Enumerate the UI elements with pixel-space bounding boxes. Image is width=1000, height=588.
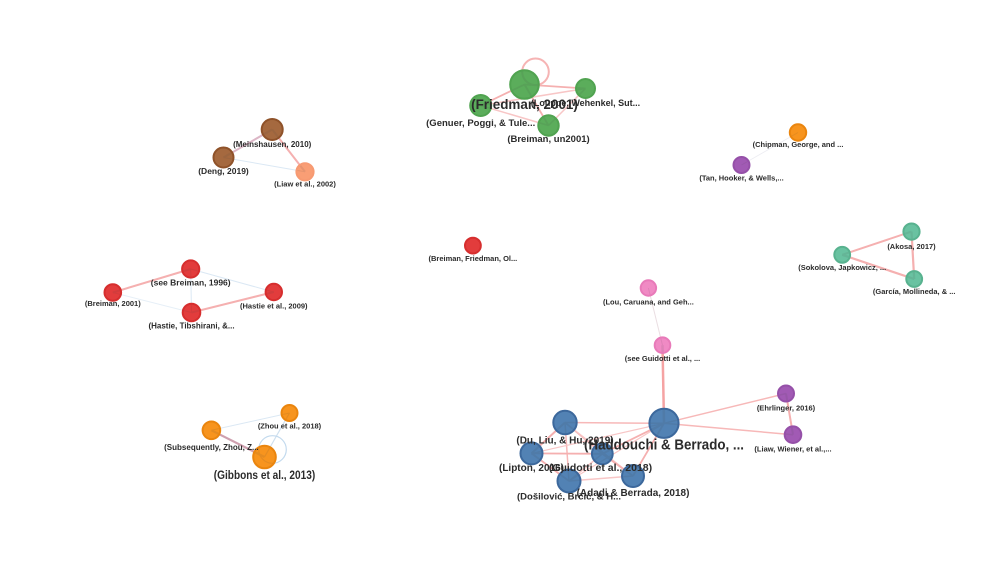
svg-text:(Zhou et al., 2018): (Zhou et al., 2018)	[258, 421, 322, 430]
svg-text:(Lipton, 2016): (Lipton, 2016)	[499, 463, 564, 474]
svg-text:(Adadi & Berrada, 2018): (Adadi & Berrada, 2018)	[577, 488, 690, 499]
svg-text:(Subsequently, Zhou, Z...: (Subsequently, Zhou, Z...	[164, 443, 259, 452]
svg-text:(Tan, Hooker, & Wells,...: (Tan, Hooker, & Wells,...	[699, 173, 783, 182]
svg-text:(Došilović, Brčić, & H...: (Došilović, Brčić, & H...	[517, 492, 621, 503]
svg-text:(Friedman, 2001): (Friedman, 2001)	[471, 97, 578, 113]
svg-text:(Liaw et al., 2002): (Liaw et al., 2002)	[274, 180, 336, 189]
svg-text:(Sokolova, Japkowicz, ...: (Sokolova, Japkowicz, ...	[798, 263, 886, 272]
svg-text:(see Guidotti et al., ...: (see Guidotti et al., ...	[625, 354, 700, 363]
svg-text:(García, Mollineda, & ...: (García, Mollineda, & ...	[873, 287, 956, 296]
svg-text:(Breiman, un2001): (Breiman, un2001)	[507, 134, 589, 145]
svg-text:(Hastie, Tibshirani, &...: (Hastie, Tibshirani, &...	[148, 322, 234, 331]
svg-text:(Genuer, Poggi, & Tule...: (Genuer, Poggi, & Tule...	[426, 118, 535, 129]
svg-text:(Ehrlinger, 2016): (Ehrlinger, 2016)	[757, 404, 816, 413]
svg-text:(Haddouchi & Berrado, ...: (Haddouchi & Berrado, ...	[584, 436, 744, 453]
svg-text:(Chipman, George, and ...: (Chipman, George, and ...	[753, 140, 844, 149]
svg-text:(Louppe, Wehenkel, Sut...: (Louppe, Wehenkel, Sut...	[531, 98, 640, 108]
svg-text:(Guidotti et al., 2018): (Guidotti et al., 2018)	[549, 462, 652, 474]
svg-text:(Du, Liu, & Hu, 2019): (Du, Liu, & Hu, 2019)	[516, 436, 613, 447]
svg-text:(Breiman, Friedman, Ol...: (Breiman, Friedman, Ol...	[429, 254, 518, 263]
svg-text:(Meinshausen, 2010): (Meinshausen, 2010)	[233, 140, 312, 149]
svg-text:(Lou, Caruana, and Geh...: (Lou, Caruana, and Geh...	[603, 297, 694, 306]
svg-text:(Breiman, 2001): (Breiman, 2001)	[85, 299, 141, 308]
svg-text:(Hastie et al., 2009): (Hastie et al., 2009)	[240, 301, 308, 310]
svg-text:(Liaw, Wiener, et al.,...: (Liaw, Wiener, et al.,...	[754, 445, 831, 454]
svg-text:(Gibbons et al., 2013): (Gibbons et al., 2013)	[214, 470, 316, 482]
svg-text:(Deng, 2019): (Deng, 2019)	[198, 166, 249, 176]
svg-text:(see Breiman, 1996): (see Breiman, 1996)	[151, 278, 231, 288]
svg-text:(Akosa, 2017): (Akosa, 2017)	[887, 242, 936, 251]
